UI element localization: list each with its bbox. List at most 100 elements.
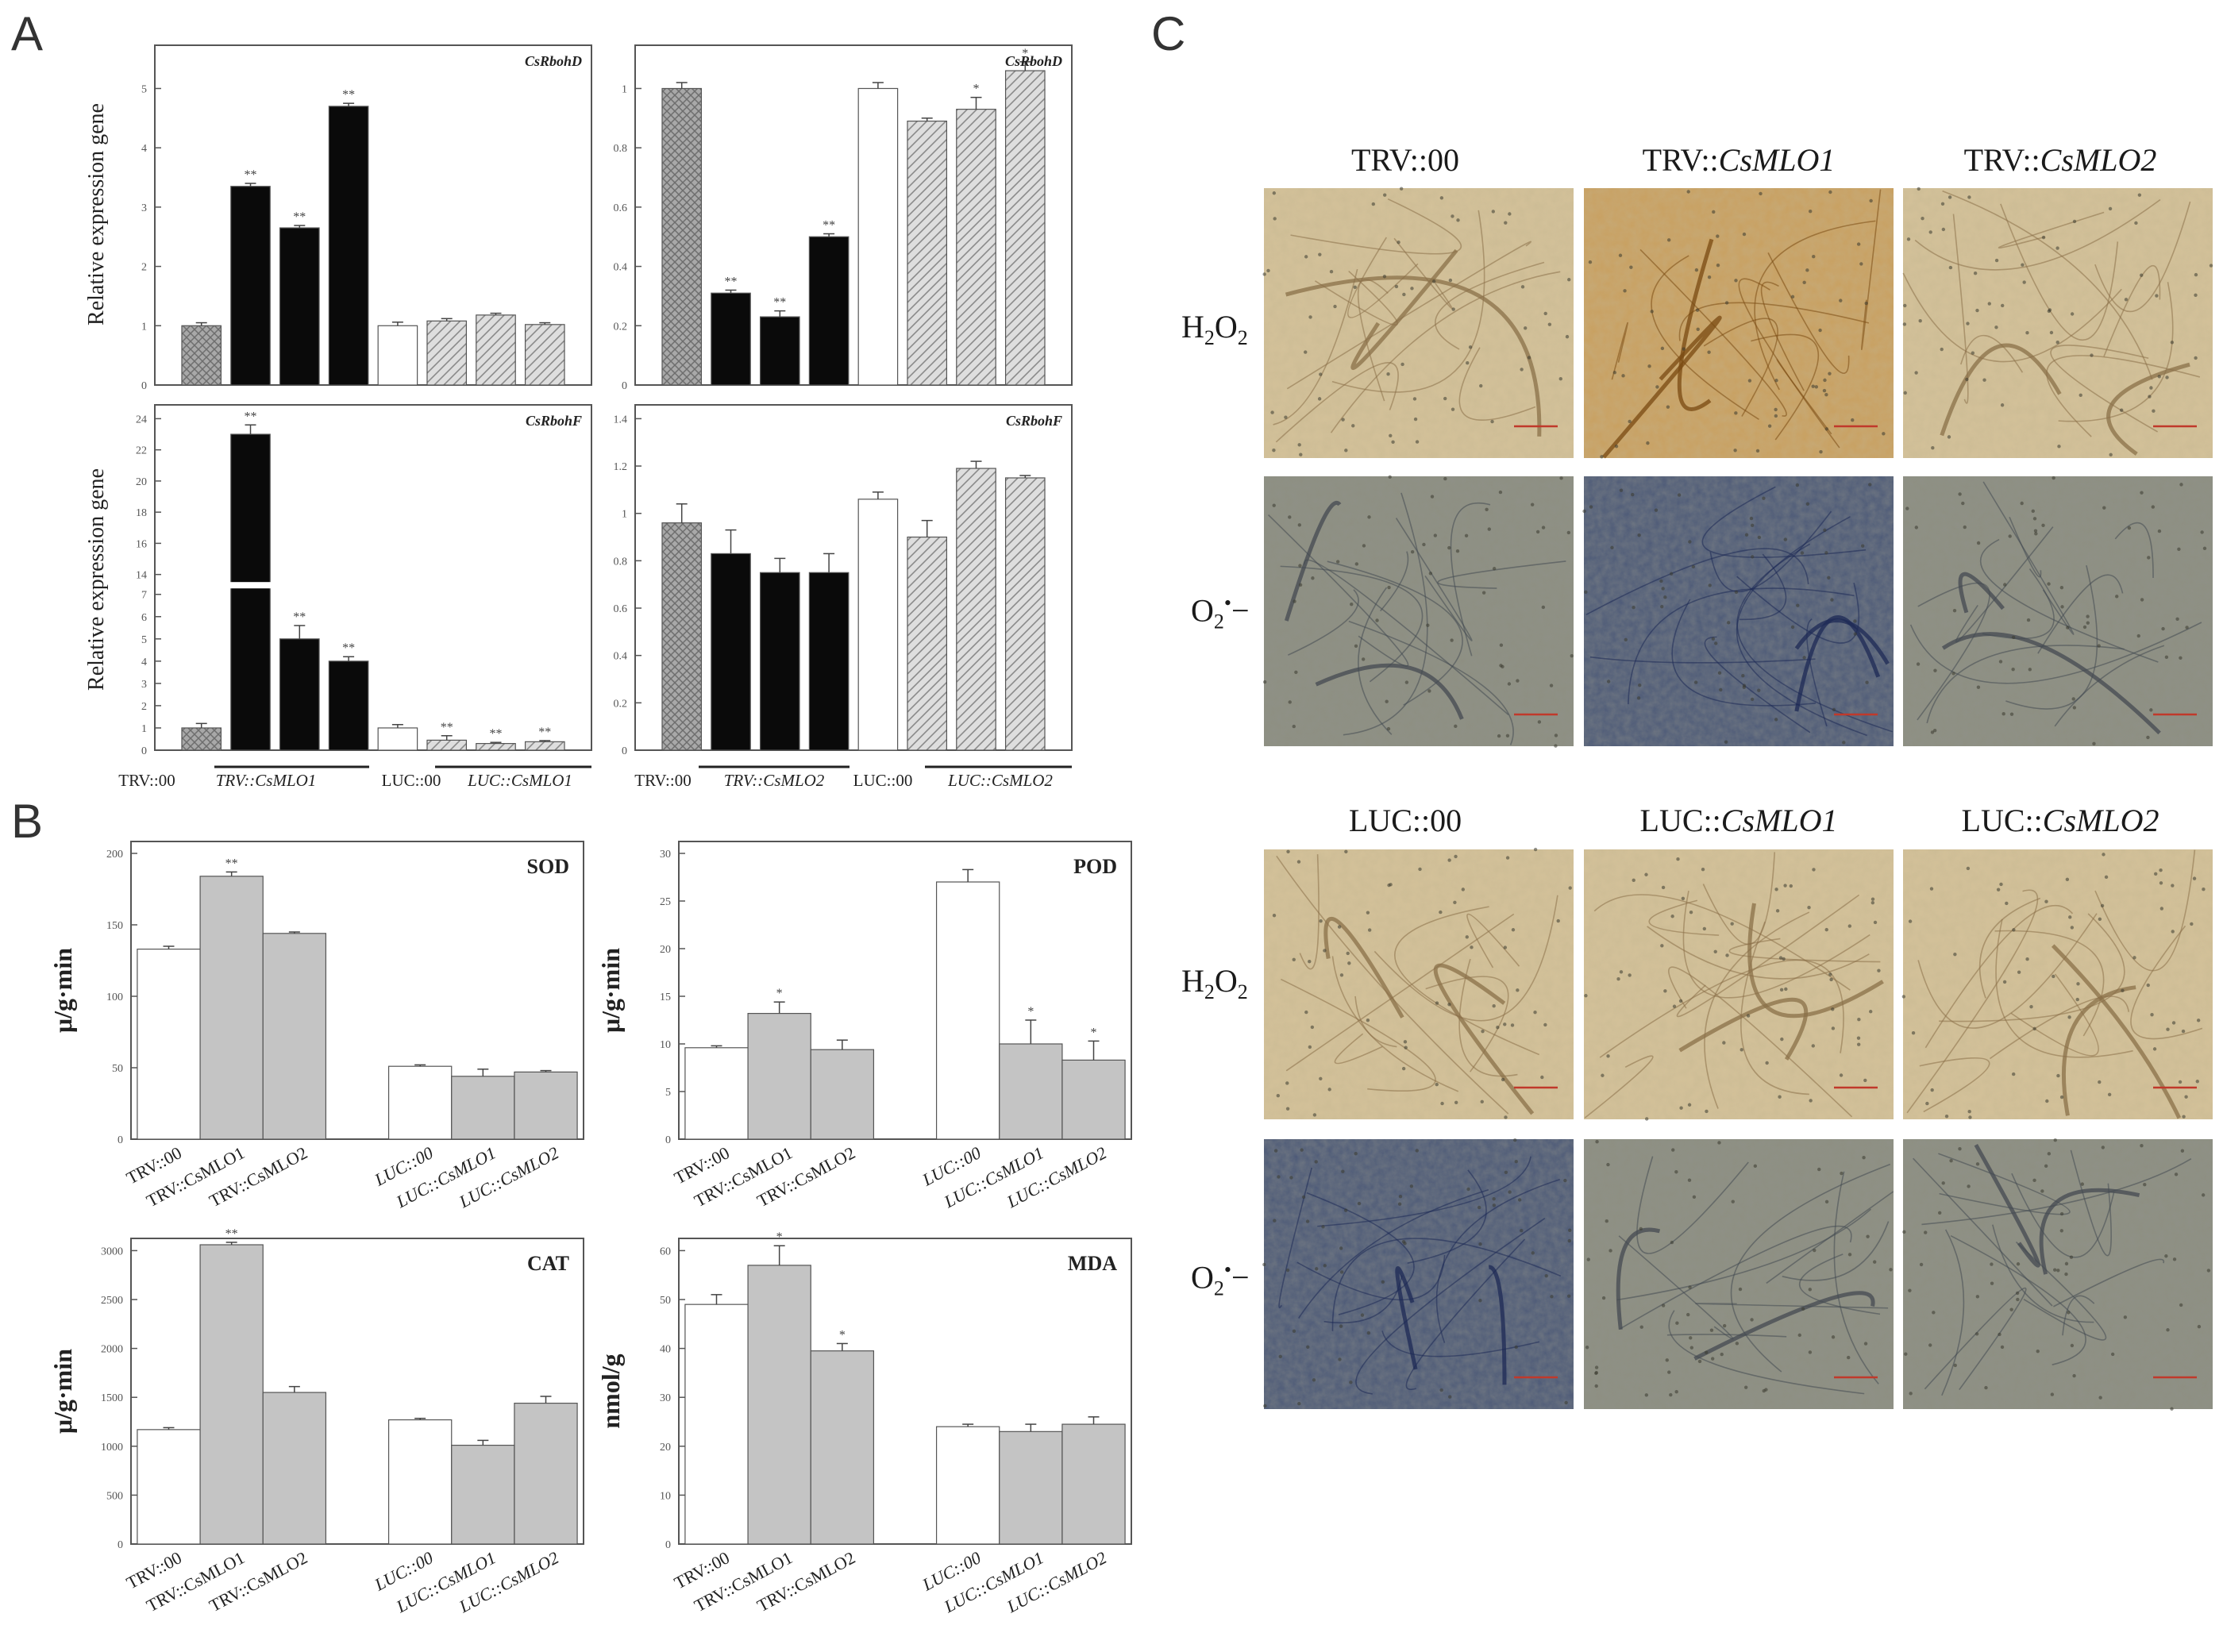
stoma-dot xyxy=(1327,1088,1331,1092)
stoma-dot xyxy=(1465,935,1469,939)
stoma-dot xyxy=(1982,378,1986,382)
stoma-dot xyxy=(2012,928,2016,932)
stoma-dot xyxy=(1882,432,1886,436)
stoma-dot xyxy=(1824,551,1828,555)
stoma-dot xyxy=(1481,591,1486,595)
stoma-dot xyxy=(1966,866,1971,871)
stoma-dot xyxy=(2159,881,2163,885)
stoma-dot xyxy=(1842,741,1846,745)
stoma-dot xyxy=(2086,614,2090,618)
stoma-dot xyxy=(1733,449,1737,452)
h2o2-stain-image xyxy=(1584,849,1894,1121)
stoma-dot xyxy=(1949,1158,1953,1163)
stoma-dot xyxy=(1958,1146,1962,1151)
chart-6: 050010001500200025003000**CATμ/g·minTRV:… xyxy=(48,1227,584,1617)
stoma-dot xyxy=(1337,925,1342,929)
stoma-dot xyxy=(1354,562,1359,566)
leaf-vein xyxy=(1290,198,1462,255)
leaf-vein xyxy=(2094,201,2191,313)
stoma-dot xyxy=(1828,372,1832,375)
bar xyxy=(808,572,850,751)
leaf-vein xyxy=(1286,913,1515,1072)
y-tick-label: 2 xyxy=(141,701,147,713)
stoma-dot xyxy=(1621,374,1625,378)
stoma-dot xyxy=(1481,1029,1485,1034)
leaf-vein xyxy=(1435,261,1545,350)
stoma-dot xyxy=(1276,1093,1281,1098)
bar xyxy=(279,638,320,751)
y-tick-label: 1 xyxy=(141,321,147,333)
leaf-texture xyxy=(1264,849,1574,1119)
bar xyxy=(387,1419,453,1545)
bar xyxy=(857,87,899,386)
stoma-dot xyxy=(1366,1330,1371,1335)
y-tick-label: 100 xyxy=(106,992,123,1003)
y-axis-label: Relative expression gene xyxy=(84,468,109,691)
stoma-dot xyxy=(1847,1253,1852,1257)
significance-mark: ** xyxy=(293,210,306,224)
stoma-dot xyxy=(1510,1023,1515,1027)
group-label: LUC::CsMLO1 xyxy=(467,771,572,790)
y-axis-label: μ/g·min xyxy=(596,948,625,1033)
stoma-dot xyxy=(2146,735,2150,740)
stoma-dot xyxy=(1304,1010,1308,1015)
stoma-dot xyxy=(1784,987,1788,992)
stoma-dot xyxy=(2022,280,2026,284)
stoma-dot xyxy=(1443,476,1447,481)
leaf-micrographs xyxy=(1262,187,2213,1411)
stoma-dot xyxy=(2067,1015,2071,1019)
stoma-dot xyxy=(2152,409,2156,413)
stoma-dot xyxy=(2179,483,2183,487)
group-label: TRV::CsMLO1 xyxy=(216,771,317,790)
stoma-dot xyxy=(1832,707,1836,712)
stoma-dot xyxy=(1329,269,1334,274)
group-label: TRV::00 xyxy=(118,771,175,790)
stoma-dot xyxy=(2002,980,2007,984)
stoma-dot xyxy=(1381,1280,1385,1284)
leaf-vein xyxy=(1921,1157,2192,1226)
leaf-vein xyxy=(2010,973,2099,1057)
stoma-dot xyxy=(1595,1140,1599,1144)
stoma-dot xyxy=(2171,1021,2176,1025)
leaf-vein xyxy=(1357,279,1389,402)
stoma-dot xyxy=(2209,264,2213,268)
bar xyxy=(476,742,516,751)
h2o2-stain-image xyxy=(1264,847,1574,1119)
leaf-vein xyxy=(1299,854,1320,970)
leaf-vein xyxy=(1379,551,1409,612)
stoma-dot xyxy=(2140,491,2144,495)
stoma-dot xyxy=(1661,1304,1666,1307)
stoma-dot xyxy=(2065,877,2070,881)
leaf-vein xyxy=(2058,282,2174,422)
chart-0: 0 1 2 3 4 5 ** ** ** CsRbohD Relative expression g… xyxy=(84,44,592,392)
stoma-dot xyxy=(1447,1003,1451,1007)
leaf-vein xyxy=(1466,913,1520,968)
stoma-dot xyxy=(1568,886,1572,890)
chart-1: 00.20.40.60.81********CsRbohD xyxy=(614,44,1073,392)
stoma-dot xyxy=(1824,1200,1829,1203)
leaf-vein xyxy=(1693,1291,1875,1361)
stoma-dot xyxy=(1638,683,1642,687)
stoma-dot xyxy=(1619,970,1624,974)
stoma-dot xyxy=(1468,345,1473,349)
y-tick-label: 0 xyxy=(141,380,147,392)
leaf-vein xyxy=(1766,1191,1894,1284)
stoma-dot xyxy=(1829,977,1833,982)
stoma-dot xyxy=(1660,346,1665,351)
y-tick-label: 3 xyxy=(141,202,147,214)
y-tick-label: 0.8 xyxy=(614,556,628,568)
stoma-dot xyxy=(1925,1101,1929,1106)
stoma-dot xyxy=(2179,656,2183,660)
stoma-dot xyxy=(1362,544,1366,548)
stoma-dot xyxy=(1751,555,1755,559)
stoma-dot xyxy=(1730,922,1734,926)
stoma-dot xyxy=(1412,397,1417,401)
stoma-dot xyxy=(1663,989,1667,993)
stoma-dot xyxy=(1938,1211,1942,1215)
stoma-dot xyxy=(1998,1332,2001,1337)
stoma-dot xyxy=(1755,449,1760,453)
stoma-dot xyxy=(1831,1335,1836,1339)
stoma-dot xyxy=(1994,325,1998,329)
